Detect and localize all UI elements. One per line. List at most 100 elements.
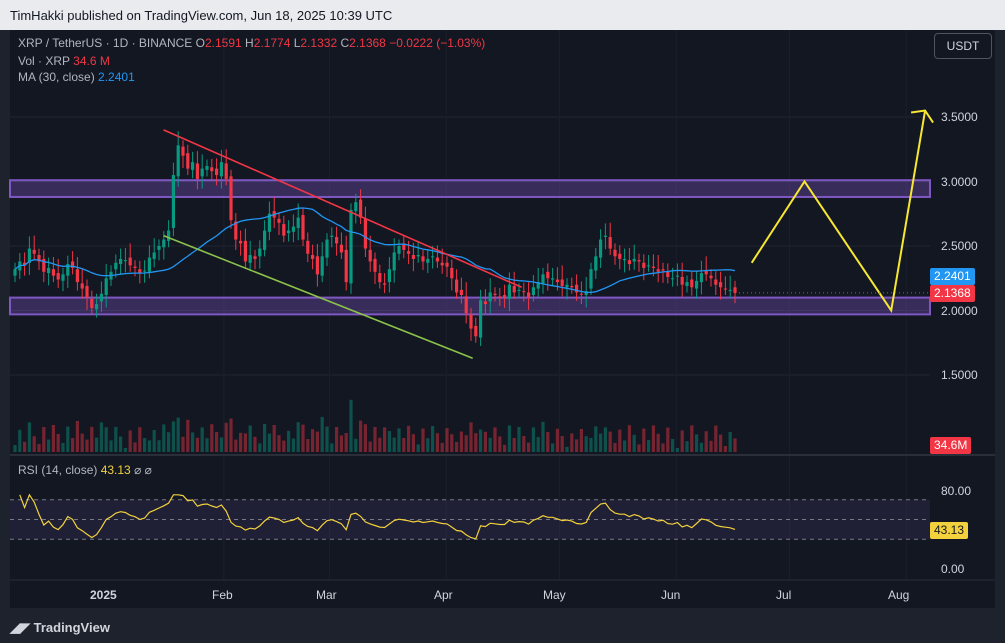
close-label: C: [340, 36, 350, 50]
candle-body: [143, 270, 147, 272]
rsi-tick: 0.00: [941, 562, 965, 576]
candle-body: [613, 249, 617, 257]
resistance-trendline: [163, 129, 523, 289]
candle-body: [714, 279, 718, 285]
volume-bar: [507, 425, 511, 452]
candle-body: [359, 199, 363, 218]
volume-bar: [440, 442, 444, 452]
volume-bar: [488, 437, 492, 452]
candle-body: [387, 269, 391, 283]
tradingview-logo-icon: ◢◤: [10, 620, 34, 635]
candle-body: [498, 296, 502, 298]
rsi-settings-icon[interactable]: ⌀: [144, 463, 152, 477]
candle-body: [61, 274, 65, 281]
candle-body: [623, 258, 627, 261]
volume-bar: [536, 437, 540, 452]
volume-bar: [474, 433, 478, 452]
volume-bar: [623, 440, 627, 452]
volume-bar: [176, 417, 180, 452]
volume-bar: [109, 440, 113, 452]
close-value: 2.1368: [349, 36, 386, 50]
volume-bar: [435, 433, 439, 452]
candle-body: [431, 256, 435, 258]
candle-body: [349, 209, 353, 284]
candle-body: [579, 293, 583, 295]
candle-body: [546, 271, 550, 279]
candle-body: [421, 256, 425, 262]
volume-bar: [579, 429, 583, 452]
candle-body: [119, 258, 123, 265]
volume-bar: [138, 427, 142, 452]
candle-body: [392, 252, 396, 271]
candle-body: [608, 236, 612, 249]
candle-body: [301, 215, 305, 240]
candle-body: [488, 292, 492, 302]
candle-body: [99, 293, 103, 302]
volume-bar: [75, 421, 79, 452]
volume-bar: [363, 424, 367, 452]
candle-body: [704, 270, 708, 275]
volume-bar: [445, 428, 449, 452]
volume-bar: [13, 445, 17, 452]
candle-body: [200, 168, 204, 177]
time-label: Mar: [316, 588, 337, 602]
time-label: Aug: [888, 588, 910, 602]
volume-bar: [32, 436, 36, 452]
volume-bar: [531, 427, 535, 452]
volume-bar: [709, 440, 713, 452]
candle-body: [378, 273, 382, 283]
volume-legend: Vol · XRP 34.6 M: [18, 54, 110, 68]
volume-bar: [234, 439, 238, 452]
volume-bar: [671, 439, 675, 452]
candle-body: [47, 267, 51, 274]
volume-bar: [450, 434, 454, 452]
volume-bar: [66, 426, 70, 452]
volume-bar: [320, 417, 324, 452]
candle-body: [277, 218, 281, 223]
volume-bar: [383, 427, 387, 452]
candle-body: [75, 269, 79, 283]
candle-body: [733, 287, 737, 293]
volume-bar: [181, 436, 185, 452]
tradingview-logo[interactable]: ◢◤ TradingView: [10, 620, 110, 636]
candle-body: [253, 256, 257, 259]
symbol-legend: XRP / TetherUS · 1D · BINANCE O2.1591 H2…: [18, 36, 485, 50]
currency-button[interactable]: USDT: [934, 33, 992, 59]
volume-bar: [171, 421, 175, 452]
volume-bar: [133, 442, 137, 452]
volume-bar: [85, 439, 89, 452]
volume-bar: [642, 428, 646, 452]
candle-body: [575, 284, 579, 293]
chart-panel[interactable]: [10, 30, 995, 608]
candle-body: [618, 253, 622, 259]
volume-bar: [699, 442, 703, 452]
volume-bar: [695, 434, 699, 452]
volume-bar: [205, 438, 209, 452]
candle-body: [685, 282, 689, 286]
volume-bar: [147, 440, 151, 452]
volume-bar: [61, 443, 65, 452]
candle-body: [637, 260, 641, 262]
volume-bar: [680, 430, 684, 452]
volume-bar: [195, 437, 199, 452]
volume-bar: [392, 437, 396, 452]
candle-body: [56, 273, 60, 280]
candle-body: [632, 258, 636, 262]
rsi-hide-icon[interactable]: ⌀: [134, 463, 142, 477]
volume-bar: [522, 436, 526, 452]
volume-bar: [186, 419, 190, 452]
candle-body: [195, 163, 199, 179]
low-label: L: [293, 36, 301, 50]
volume-bar: [714, 425, 718, 452]
candle-body: [699, 273, 703, 283]
volume-bar: [503, 444, 507, 452]
volume-bar: [426, 438, 430, 452]
volume-bar: [315, 431, 319, 452]
ma-price-tag: 2.2401: [930, 268, 975, 285]
volume-bar: [594, 426, 598, 452]
volume-bar: [704, 431, 708, 452]
volume-bar: [167, 432, 171, 452]
candle-body: [320, 256, 324, 276]
candle-body: [723, 288, 727, 290]
